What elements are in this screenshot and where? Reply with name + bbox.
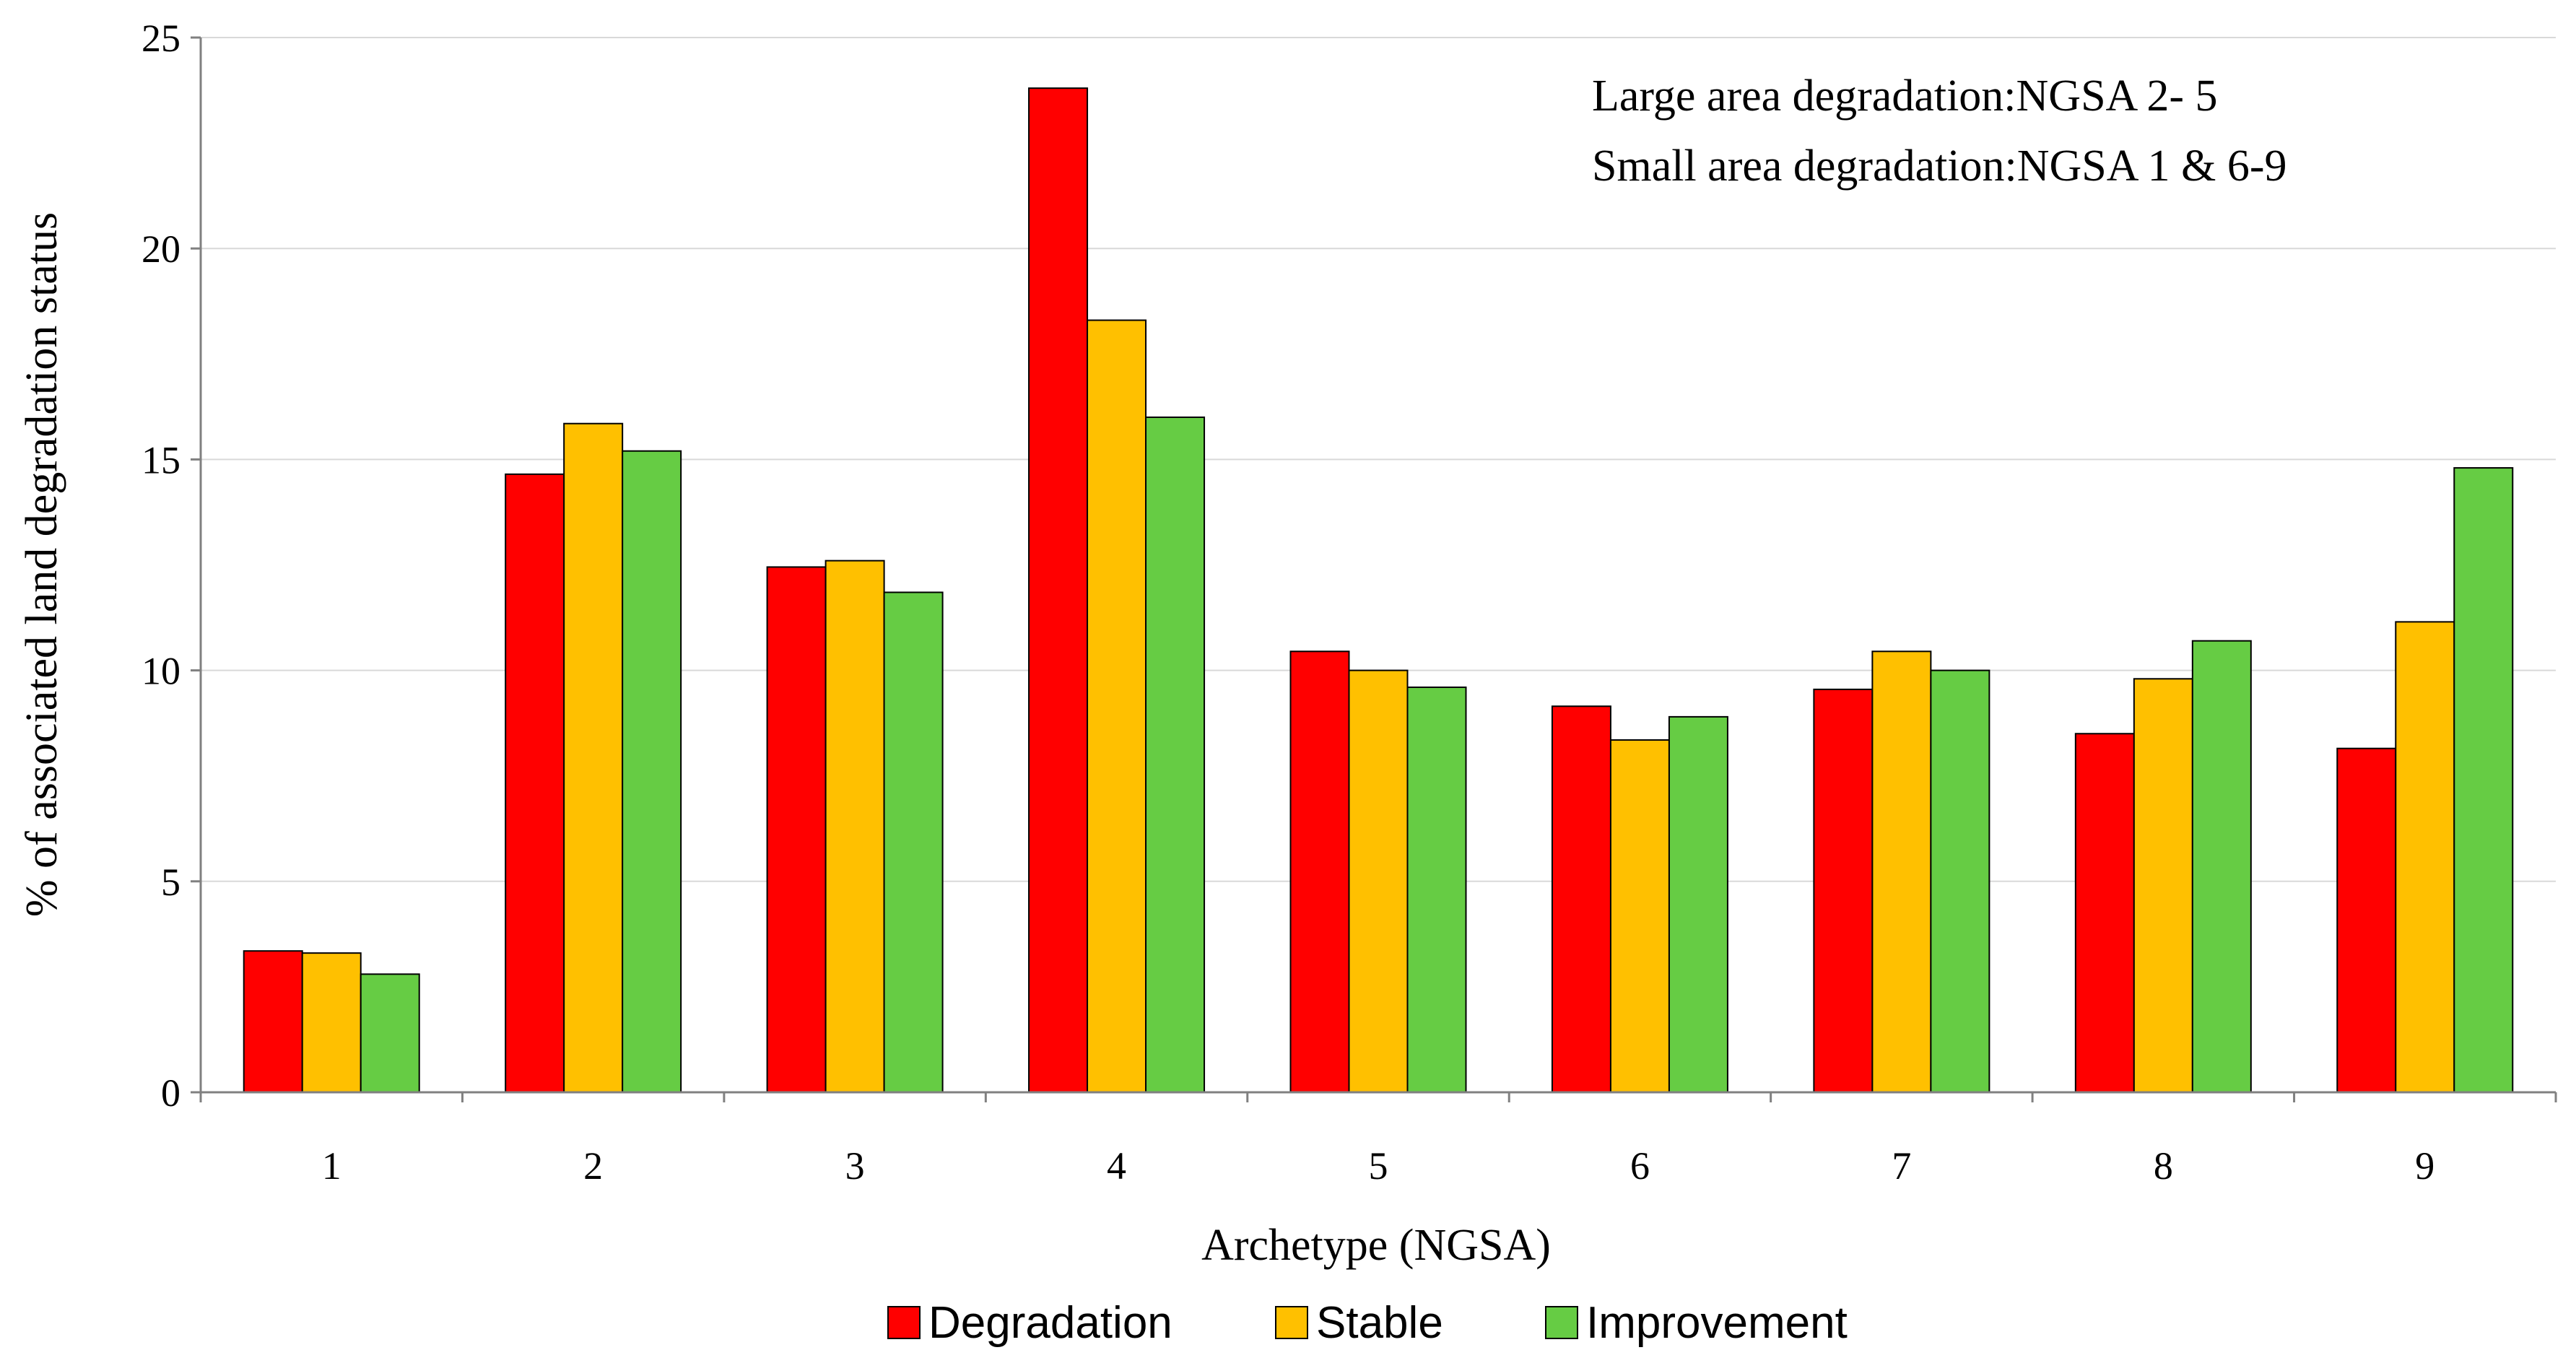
bar-stable-7 [1871,650,1932,1093]
bar-stable-9 [2395,621,2455,1093]
y-tick-label: 15 [142,438,180,482]
y-tick-label: 5 [161,861,180,904]
bar-degradation-1 [243,950,303,1093]
bar-improvement-1 [360,973,420,1094]
x-tick-label: 6 [1630,1144,1650,1188]
bar-stable-1 [301,952,362,1093]
bar-degradation-3 [766,566,827,1093]
x-tick-label: 5 [1369,1144,1388,1188]
legend-swatch-degradation [887,1306,921,1339]
bar-improvement-4 [1145,416,1206,1093]
bar-degradation-8 [2074,733,2135,1093]
y-tick-label: 25 [142,17,180,60]
bar-stable-4 [1087,319,1147,1094]
bar-degradation-4 [1028,87,1089,1093]
bar-improvement-8 [2191,640,2252,1093]
y-tick-labels: 0 5 10 15 20 25 [142,17,180,1115]
bar-stable-8 [2133,678,2193,1093]
x-tick-label: 2 [583,1144,603,1188]
bar-stable-3 [824,559,885,1093]
annotation-small-area: Small area degradation:NGSA 1 & 6-9 [1592,141,2287,191]
bar-degradation-6 [1551,705,1611,1093]
y-tick-label: 20 [142,227,180,271]
x-tick-label: 4 [1107,1144,1126,1188]
x-tick-label: 3 [845,1144,865,1188]
bar-stable-5 [1348,669,1409,1093]
x-axis-title: Archetype (NGSA) [1201,1221,1551,1270]
x-tick-labels: 1 2 3 4 5 6 7 8 9 [322,1144,2435,1188]
y-tick-label: 10 [142,650,180,693]
bar-degradation-2 [505,473,565,1093]
bar-degradation-5 [1289,650,1350,1093]
x-tick-label: 7 [1892,1144,1911,1188]
bar-improvement-2 [622,450,682,1093]
legend-swatch-improvement [1545,1306,1578,1339]
x-tick-label: 8 [2154,1144,2173,1188]
bar-stable-6 [1609,739,1670,1093]
legend-swatch-stable [1275,1306,1308,1339]
y-axis-title: % of associated land degradation status [17,212,66,917]
legend-label-stable: Stable [1316,1298,1443,1348]
y-tick-label: 0 [161,1071,180,1115]
legend: Degradation Stable Improvement [887,1298,1848,1348]
bar-degradation-9 [2336,747,2397,1093]
x-tick-label: 9 [2415,1144,2434,1188]
bar-improvement-6 [1668,715,1728,1093]
legend-label-improvement: Improvement [1586,1298,1848,1348]
bar-improvement-9 [2453,467,2514,1093]
bar-degradation-7 [1813,688,1874,1093]
bar-improvement-5 [1406,686,1467,1093]
x-tick-label: 1 [322,1144,341,1188]
annotation-large-area: Large area degradation:NGSA 2- 5 [1592,71,2218,121]
bar-improvement-3 [883,591,944,1093]
bar-improvement-7 [1930,669,1990,1093]
legend-label-degradation: Degradation [928,1298,1172,1348]
bars [243,87,2514,1094]
bar-stable-2 [563,422,624,1093]
axes [191,36,2557,1102]
